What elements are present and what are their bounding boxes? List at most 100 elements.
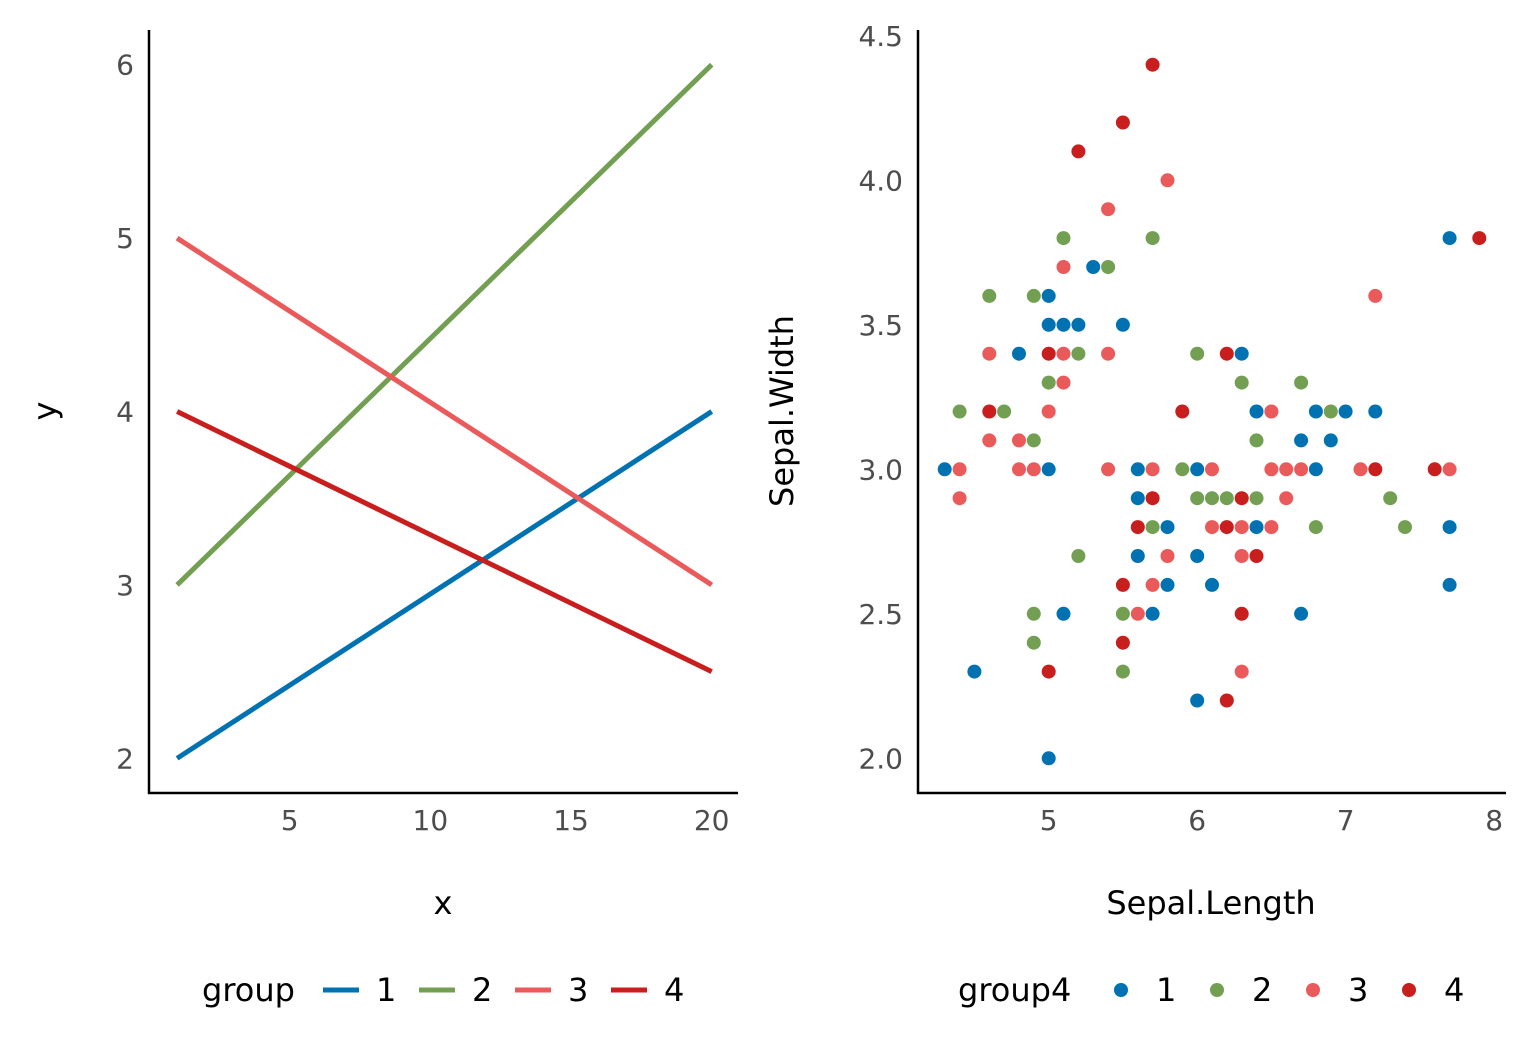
scatter-point-group-1 — [1442, 577, 1457, 592]
scatter-chart-y-tick-label: 3.0 — [858, 453, 903, 486]
scatter-point-group-2 — [1249, 491, 1264, 506]
line-chart-legend-label-4: 4 — [664, 971, 684, 1009]
scatter-chart-y-tick-label: 3.5 — [858, 309, 903, 342]
scatter-chart-legend-label-4: 4 — [1444, 971, 1464, 1009]
scatter-point-group-4 — [1115, 635, 1130, 650]
line-chart-legend-label-3: 3 — [568, 971, 588, 1009]
scatter-point-group-4 — [1234, 606, 1249, 621]
scatter-point-group-1 — [1041, 462, 1056, 477]
line-chart-x-tick-label: 20 — [694, 804, 730, 837]
scatter-point-group-1 — [1086, 260, 1101, 274]
scatter-chart-y-tick-label: 4.5 — [858, 20, 903, 53]
scatter-point-group-2 — [1249, 433, 1264, 448]
scatter-chart-y-tick-label: 4.0 — [858, 164, 903, 197]
scatter-point-group-2 — [1041, 375, 1056, 390]
line-chart-panel: 5 10 15 20 2 3 4 5 6 x y group 1 2 3 4 — [26, 30, 738, 1009]
scatter-point-group-4 — [1175, 404, 1190, 419]
scatter-point-group-3 — [1264, 462, 1279, 477]
scatter-point-group-1 — [1368, 404, 1383, 419]
scatter-point-group-3 — [1442, 462, 1457, 477]
scatter-point-group-2 — [1234, 375, 1249, 390]
scatter-point-group-3 — [952, 491, 967, 506]
line-chart-legend-label-2: 2 — [472, 971, 492, 1009]
scatter-chart-legend-title: group4 — [958, 971, 1071, 1009]
scatter-point-group-2 — [1026, 606, 1041, 621]
scatter-point-group-1 — [1071, 317, 1086, 332]
scatter-point-group-2 — [1115, 664, 1130, 679]
scatter-point-group-3 — [1145, 577, 1160, 592]
scatter-chart-legend-key-2 — [1210, 983, 1224, 997]
scatter-point-group-3 — [1264, 520, 1279, 535]
scatter-point-group-2 — [1145, 231, 1160, 246]
line-chart-y-tick-label: 5 — [116, 222, 134, 255]
scatter-point-group-2 — [1398, 520, 1412, 535]
line-chart-y-tick-label: 4 — [116, 396, 134, 429]
scatter-point-group-2 — [1219, 491, 1234, 506]
scatter-point-group-2 — [1308, 520, 1323, 535]
scatter-point-group-3 — [1056, 260, 1071, 274]
scatter-point-group-3 — [1294, 462, 1309, 477]
scatter-point-group-4 — [982, 404, 997, 419]
scatter-point-group-4 — [1219, 520, 1234, 535]
scatter-point-group-1 — [1249, 404, 1264, 419]
scatter-point-group-2 — [1115, 606, 1130, 621]
scatter-chart-legend-key-3 — [1306, 983, 1320, 997]
scatter-point-group-4 — [1472, 231, 1487, 246]
line-series-3 — [175, 236, 714, 587]
scatter-chart-x-ticks: 5 6 7 8 — [1040, 804, 1503, 837]
scatter-point-group-3 — [1279, 491, 1294, 506]
line-series-group — [175, 62, 714, 761]
scatter-point-group-3 — [952, 462, 967, 477]
scatter-point-group-1 — [1323, 433, 1338, 448]
line-chart-y-tick-label: 3 — [116, 569, 134, 602]
scatter-point-group-3 — [1205, 462, 1219, 477]
scatter-point-group-2 — [982, 288, 997, 303]
scatter-chart-x-tick-label: 7 — [1337, 804, 1355, 837]
scatter-point-group-3 — [982, 433, 997, 448]
scatter-point-group-3 — [1041, 404, 1056, 419]
scatter-point-group-1 — [1130, 462, 1145, 477]
scatter-point-group-3 — [1353, 462, 1368, 477]
scatter-chart-legend-key-1 — [1114, 983, 1128, 997]
scatter-point-group-3 — [1234, 549, 1249, 563]
scatter-point-group-2 — [1071, 346, 1086, 361]
scatter-point-group-4 — [1234, 491, 1249, 506]
scatter-point-group-2 — [1026, 433, 1041, 448]
scatter-chart-y-tick-label: 2.5 — [858, 598, 903, 631]
scatter-point-group-3 — [1056, 375, 1071, 390]
scatter-point-group-3 — [982, 346, 997, 361]
scatter-point-group-1 — [1205, 577, 1219, 592]
scatter-point-group-4 — [1145, 491, 1160, 506]
scatter-point-group-1 — [1308, 404, 1323, 419]
scatter-point-group-2 — [1294, 375, 1309, 390]
line-chart-x-tick-label: 15 — [553, 804, 589, 837]
scatter-point-group-3 — [1234, 664, 1249, 679]
scatter-point-group-2 — [1323, 404, 1338, 419]
scatter-point-group-2 — [1026, 288, 1041, 303]
scatter-point-group-1 — [1012, 346, 1026, 361]
line-series-4 — [176, 409, 713, 674]
scatter-chart-legend-label-1: 1 — [1156, 971, 1176, 1009]
scatter-point-group-1 — [1160, 520, 1175, 535]
scatter-point-group-2 — [1383, 491, 1398, 506]
scatter-point-group-1 — [937, 462, 952, 477]
scatter-point-group-3 — [1101, 202, 1116, 217]
scatter-points-group — [937, 57, 1487, 766]
scatter-chart-legend-key-4 — [1402, 983, 1416, 997]
scatter-point-group-2 — [997, 404, 1012, 419]
scatter-chart-x-tick-label: 8 — [1485, 804, 1503, 837]
scatter-point-group-2 — [1175, 462, 1190, 477]
line-series-1 — [175, 409, 714, 761]
scatter-point-group-1 — [1338, 404, 1353, 419]
scatter-point-group-1 — [1294, 606, 1309, 621]
scatter-point-group-1 — [1056, 317, 1071, 332]
scatter-point-group-3 — [1130, 606, 1145, 621]
scatter-point-group-4 — [1249, 549, 1264, 563]
scatter-chart-x-tick-label: 5 — [1040, 804, 1058, 837]
scatter-chart-panel: 5 6 7 8 2.0 2.5 3.0 3.5 4.0 4.5 Sepal.Length Sep… — [763, 20, 1506, 1009]
scatter-chart-y-tick-label: 2.0 — [858, 742, 903, 775]
scatter-point-group-4 — [1145, 57, 1160, 72]
scatter-point-group-4 — [1219, 346, 1234, 361]
scatter-point-group-2 — [1056, 231, 1071, 246]
scatter-point-group-4 — [1115, 115, 1130, 130]
